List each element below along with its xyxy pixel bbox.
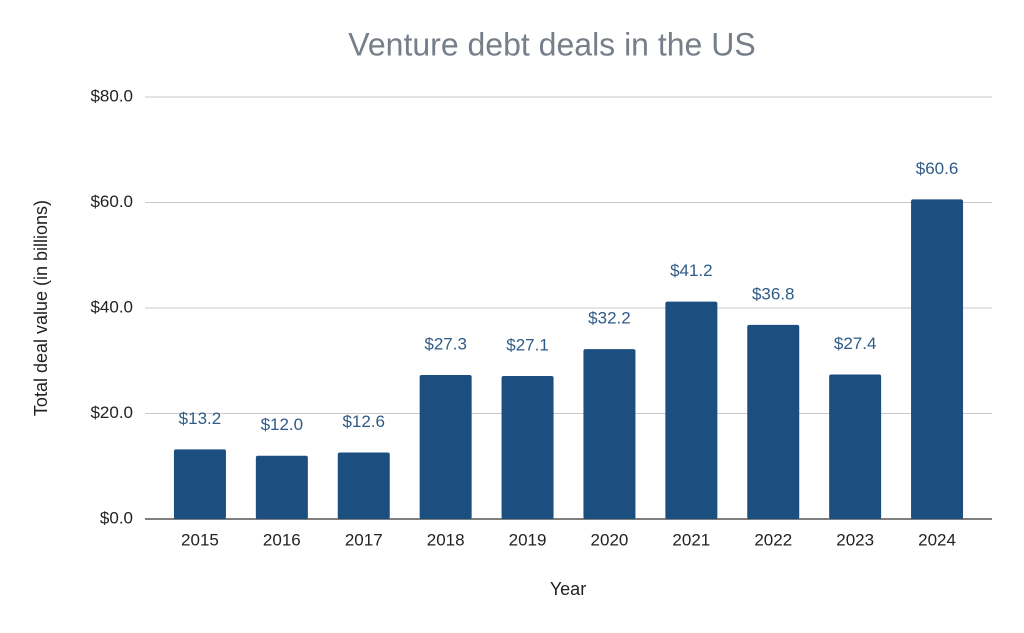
value-label: $12.6 [342,412,385,431]
value-label: $27.1 [506,336,549,355]
y-tick-label: $0.0 [100,508,133,527]
value-label: $12.0 [261,415,304,434]
x-tick-label: 2022 [754,530,792,549]
value-label: $60.6 [916,159,959,178]
bar [583,349,636,519]
y-axis-label: Total deal value (in billions) [31,200,51,416]
x-tick-label: 2019 [509,530,547,549]
chart-title: Venture debt deals in the US [348,26,755,62]
y-tick-label: $60.0 [90,192,133,211]
bar [419,374,472,519]
x-axis-label: Year [550,579,586,599]
x-tick-label: 2018 [427,530,465,549]
bar [173,449,226,519]
value-label: $41.2 [670,261,713,280]
x-tick-label: 2016 [263,530,301,549]
x-tick-label: 2015 [181,530,219,549]
x-tick-label: 2020 [591,530,629,549]
y-tick-label: $80.0 [90,86,133,105]
x-tick-label: 2017 [345,530,383,549]
value-label: $27.3 [424,334,467,353]
value-label: $13.2 [179,409,222,428]
value-label: $27.4 [834,334,877,353]
bar [747,324,800,519]
bar [665,301,718,519]
bar [501,376,554,519]
value-label: $36.8 [752,284,795,303]
x-tick-label: 2021 [672,530,710,549]
bar [829,374,882,519]
x-tick-label: 2024 [918,530,956,549]
y-tick-label: $20.0 [90,403,133,422]
value-label: $32.2 [588,309,631,328]
bar [255,455,308,519]
x-tick-label: 2023 [836,530,874,549]
bar [911,199,964,519]
y-tick-label: $40.0 [90,297,133,316]
bar [337,452,390,519]
